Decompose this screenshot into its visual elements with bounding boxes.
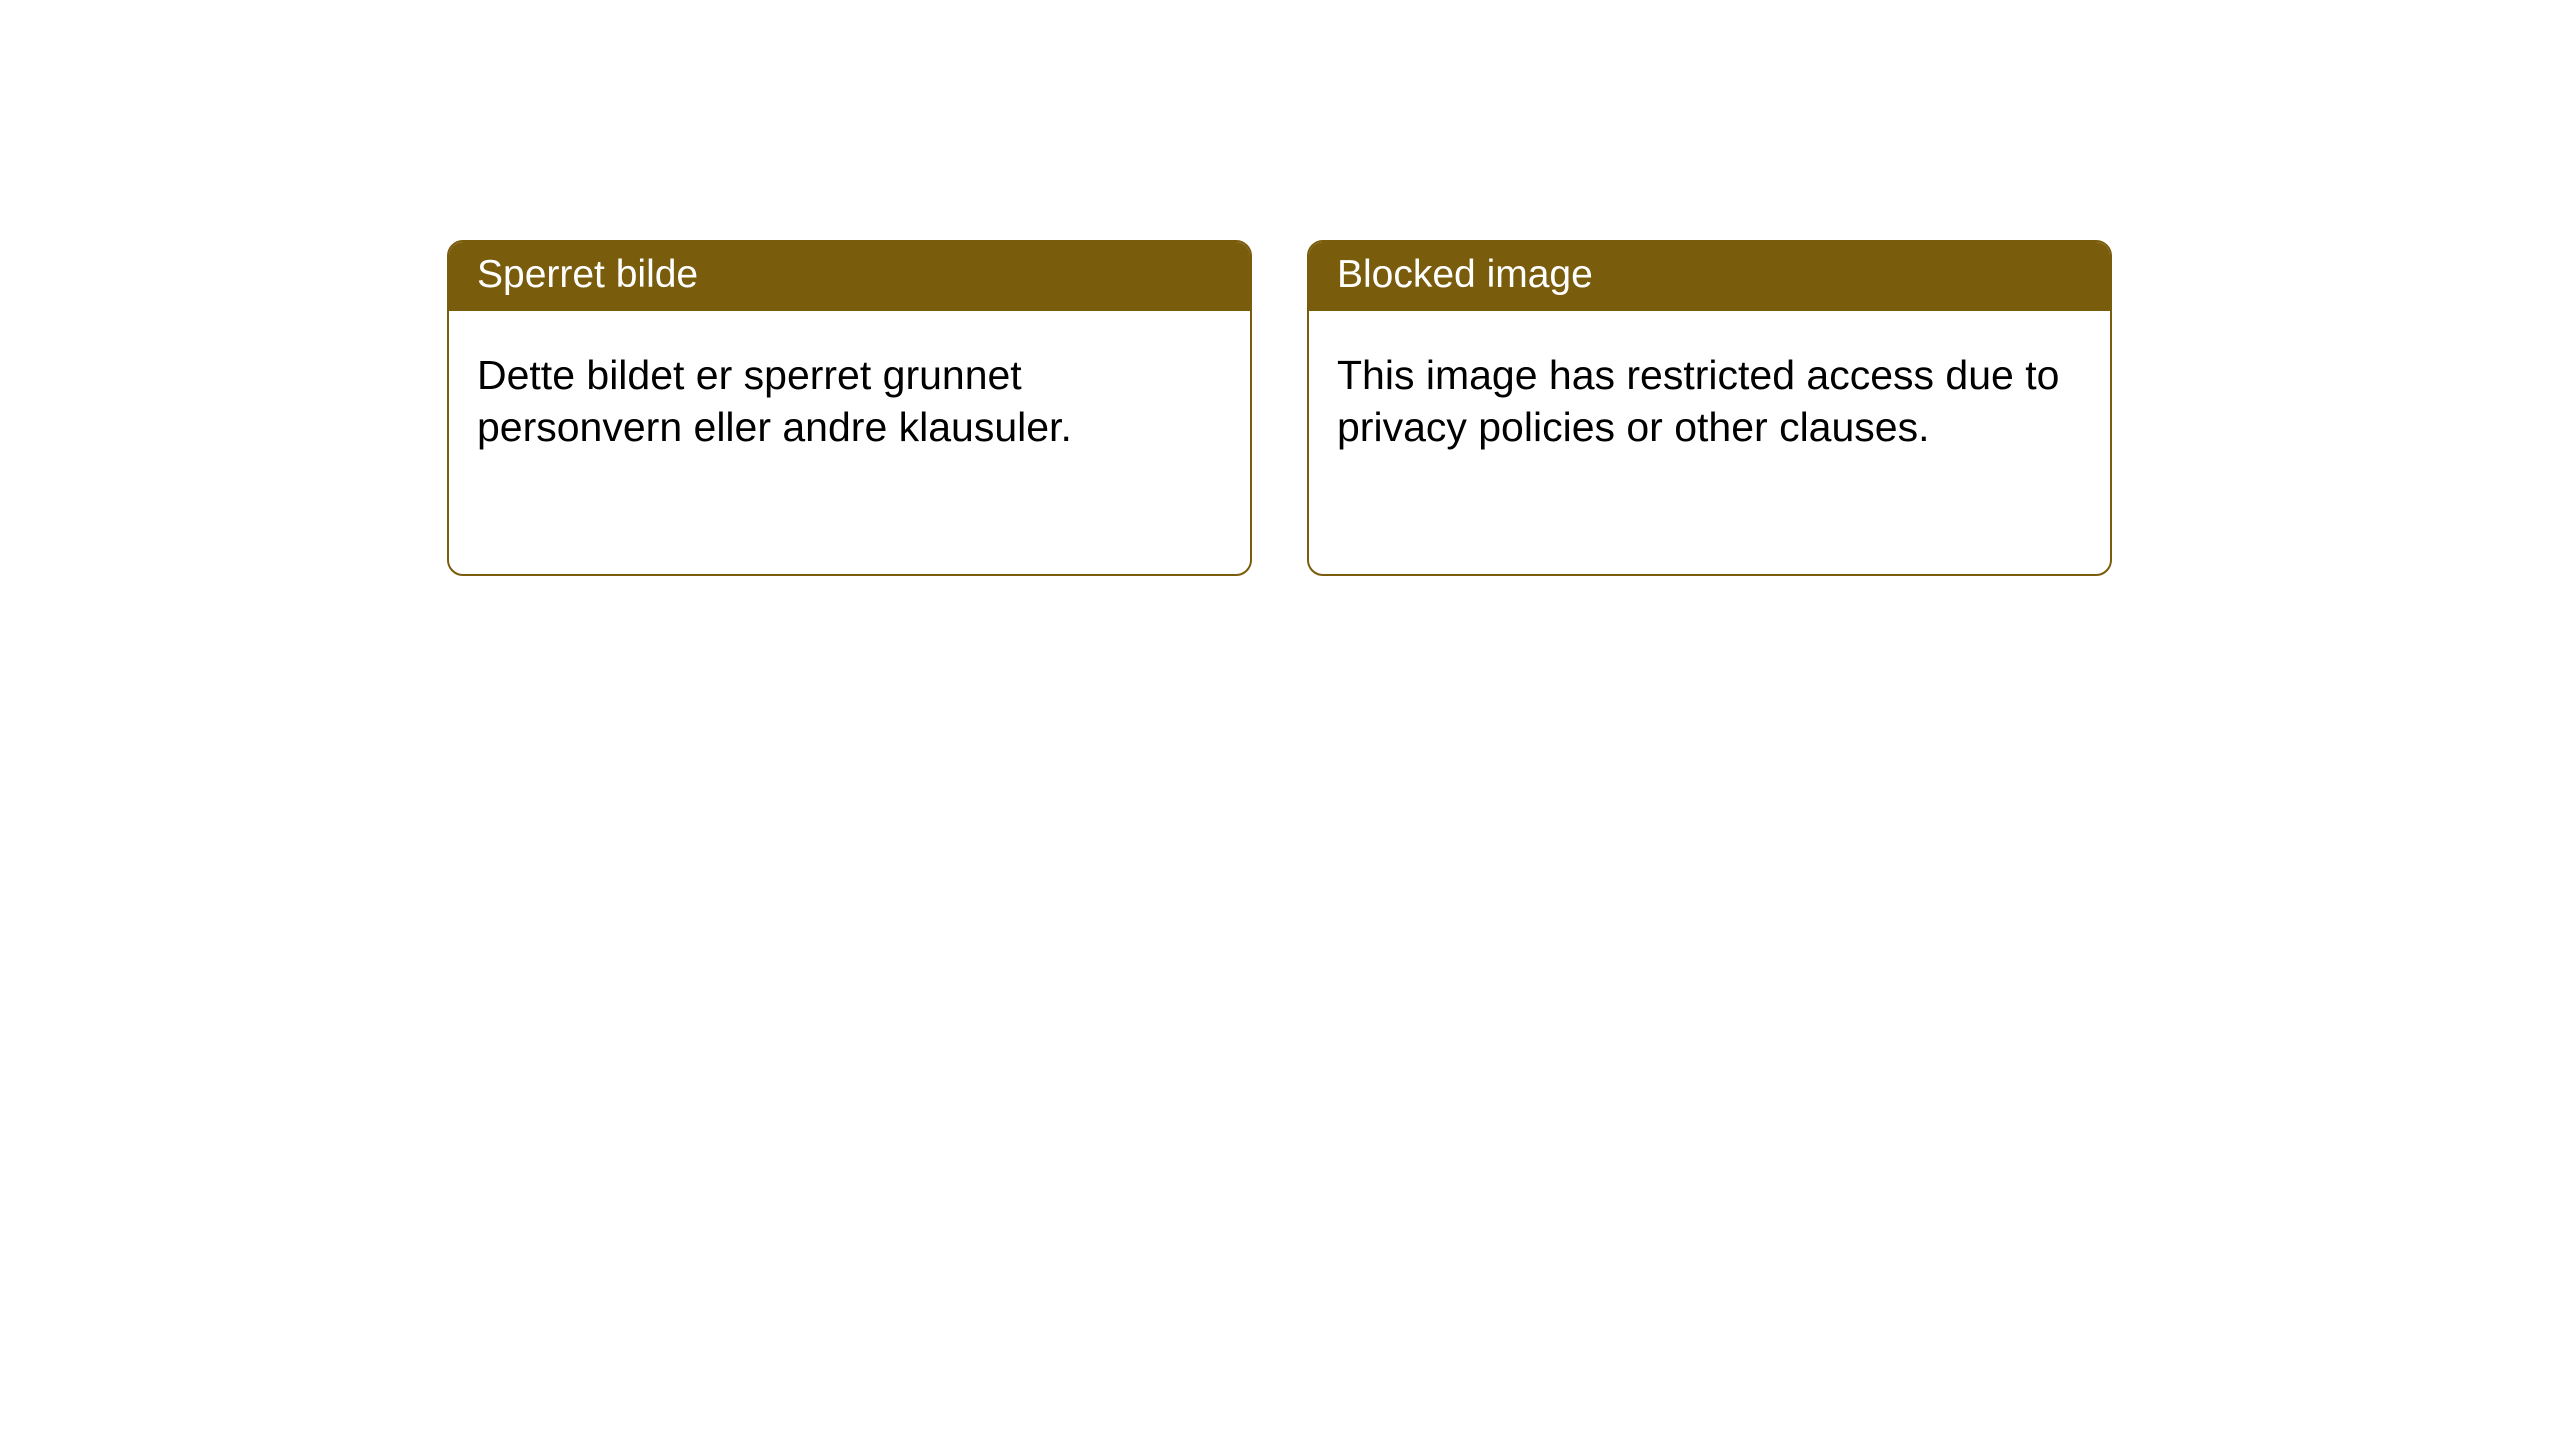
notice-card-norwegian: Sperret bilde Dette bildet er sperret gr… [447, 240, 1252, 576]
notice-card-english: Blocked image This image has restricted … [1307, 240, 2112, 576]
notice-body: This image has restricted access due to … [1309, 311, 2110, 481]
notice-message: Dette bildet er sperret grunnet personve… [477, 352, 1072, 450]
notice-message: This image has restricted access due to … [1337, 352, 2059, 450]
notice-title: Sperret bilde [477, 253, 698, 296]
notice-body: Dette bildet er sperret grunnet personve… [449, 311, 1250, 481]
notices-container: Sperret bilde Dette bildet er sperret gr… [447, 240, 2112, 576]
notice-title: Blocked image [1337, 253, 1593, 296]
notice-header: Blocked image [1309, 242, 2110, 311]
notice-header: Sperret bilde [449, 242, 1250, 311]
